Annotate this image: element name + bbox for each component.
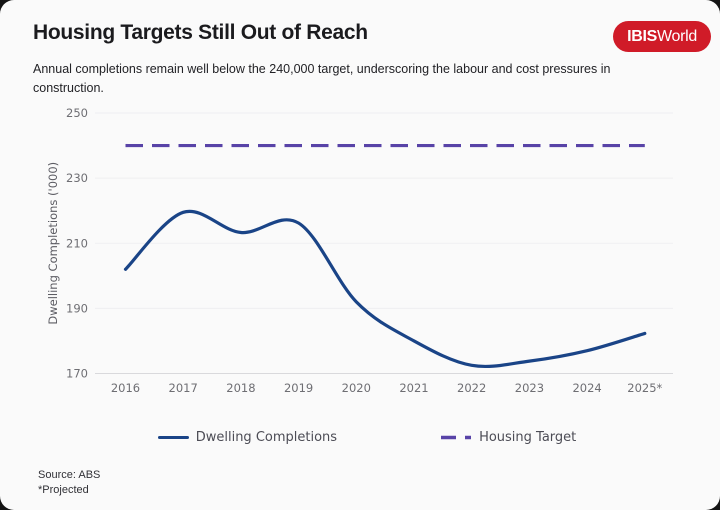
legend-item-dwelling-completions: Dwelling Completions xyxy=(157,430,338,445)
x-tick-label: 2016 xyxy=(111,381,140,395)
y-tick-label: 230 xyxy=(66,171,88,185)
dashed-line-swatch-icon xyxy=(441,435,475,440)
y-tick-label: 210 xyxy=(66,236,88,250)
y-tick-label: 250 xyxy=(66,106,88,120)
legend-label: Dwelling Completions xyxy=(195,430,338,445)
x-tick-label: 2018 xyxy=(226,381,255,395)
x-tick-label: 2020 xyxy=(342,381,371,395)
x-tick-label: 2023 xyxy=(515,381,544,395)
x-tick-label: 2019 xyxy=(284,381,313,395)
x-tick-label: 2025* xyxy=(627,381,662,395)
x-tick-label: 2022 xyxy=(457,381,486,395)
ibisworld-logo: IBIS World xyxy=(613,21,711,52)
y-tick-label: 170 xyxy=(66,367,88,381)
dwelling-completions-line xyxy=(123,209,647,369)
logo-text-bold: IBIS xyxy=(627,27,657,45)
chart-legend: Dwelling Completions Housing Target xyxy=(0,430,720,445)
legend-item-housing-target: Housing Target xyxy=(441,430,576,445)
y-tick-label: 190 xyxy=(66,301,88,315)
legend-label: Housing Target xyxy=(479,430,577,445)
y-axis-title: Dwelling Completions ('000) xyxy=(46,162,60,325)
logo-text-regular: World xyxy=(657,27,697,45)
page-title: Housing Targets Still Out of Reach xyxy=(33,21,368,44)
source-note: Source: ABS xyxy=(38,469,101,481)
solid-line-swatch-icon xyxy=(157,435,189,440)
x-tick-label: 2021 xyxy=(399,381,428,395)
projected-note: *Projected xyxy=(38,483,89,496)
chart-subtitle: Annual completions remain well below the… xyxy=(33,62,611,95)
x-tick-label: 2017 xyxy=(169,381,198,395)
footer-notes: Source: ABS *Projected xyxy=(38,468,100,497)
x-tick-label: 2024 xyxy=(572,381,601,395)
